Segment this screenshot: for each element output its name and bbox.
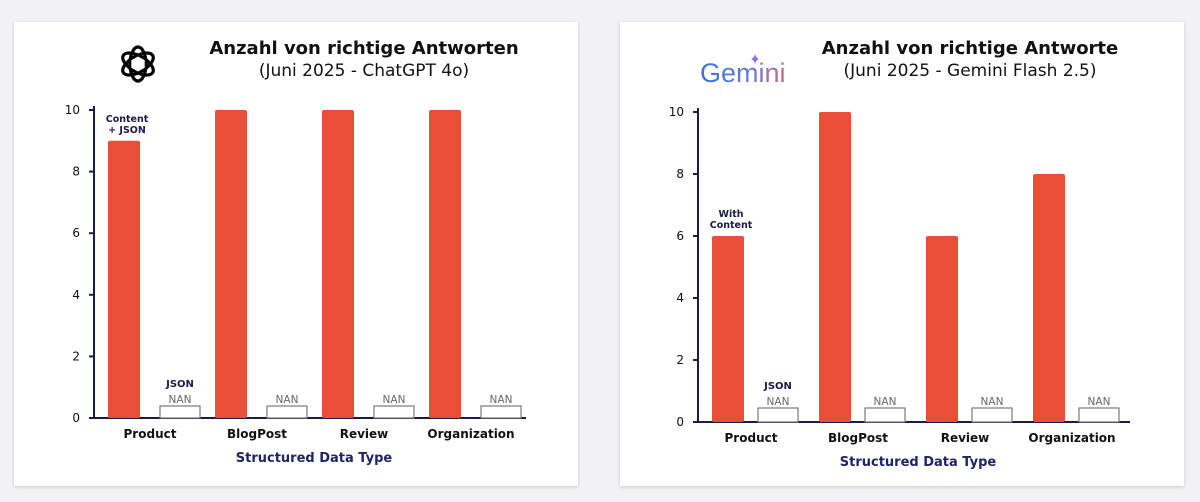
nan-label: NAN — [169, 394, 192, 406]
y-tick-label: 0 — [676, 415, 684, 429]
openai-logo-icon — [116, 42, 160, 86]
chart-panel-gemini: Gemini Anzahl von richtige Antworte (Jun… — [620, 22, 1184, 486]
nan-placeholder-box — [266, 405, 308, 419]
bar-product — [108, 140, 140, 419]
y-tick-label: 2 — [72, 349, 80, 363]
nan-label: NAN — [490, 394, 513, 406]
y-tick-label: 8 — [676, 167, 684, 181]
bar-blogpost — [215, 110, 247, 418]
y-tick-label: 6 — [72, 226, 80, 240]
y-tick-label: 4 — [72, 288, 80, 302]
chart-subtitle: (Juni 2025 - ChatGPT 4o) — [258, 61, 470, 81]
x-tick-label: Product — [725, 431, 778, 445]
nan-label: NAN — [383, 394, 406, 406]
y-tick-label: 8 — [72, 165, 80, 179]
x-axis-title: Structured Data Type — [840, 455, 997, 470]
y-tick-label: 2 — [676, 353, 684, 367]
gemini-logo-icon: Gemini — [698, 52, 792, 92]
chart-title-block: Anzahl von richtige Antworten (Juni 2025… — [164, 38, 564, 82]
nan-label: NAN — [981, 396, 1004, 408]
y-tick-label: 10 — [669, 105, 684, 119]
chart-title-block: Anzahl von richtige Antworte (Juni 2025 … — [770, 38, 1170, 82]
nan-placeholder-box — [373, 405, 415, 419]
x-tick-label: Organization — [1028, 431, 1115, 445]
x-tick-label: BlogPost — [828, 431, 888, 445]
y-tick-label: 0 — [72, 411, 80, 425]
bar-organization — [1033, 174, 1065, 422]
x-tick-label: BlogPost — [227, 427, 287, 441]
bar-chart-gemini: 0 2 4 6 8 10 NAN Product NAN BlogPost NAN Review NAN… — [669, 105, 1130, 470]
x-tick-label: Review — [941, 431, 990, 445]
bar-annotation: JSON — [165, 379, 194, 390]
bar-annotation: With — [718, 209, 743, 220]
nan-label: NAN — [1088, 396, 1111, 408]
nan-placeholder-box — [159, 405, 201, 419]
nan-placeholder-box — [864, 407, 906, 423]
bar-annotation: Content — [710, 220, 753, 231]
chart-panel-chatgpt: Anzahl von richtige Antworten (Juni 2025… — [14, 22, 578, 486]
nan-label: NAN — [874, 396, 897, 408]
y-tick-label: 10 — [65, 103, 80, 117]
bar-blogpost — [819, 112, 851, 422]
chart-title: Anzahl von richtige Antworten — [209, 38, 519, 59]
x-tick-label: Organization — [427, 427, 514, 441]
bar-review — [926, 236, 958, 422]
chart-title: Anzahl von richtige Antworte — [821, 38, 1119, 59]
bar-annotation: Content — [106, 114, 149, 125]
nan-placeholder-box — [1078, 407, 1120, 423]
gemini-logo-text: Gemini — [700, 58, 786, 88]
x-tick-label: Product — [124, 427, 177, 441]
y-tick-label: 4 — [676, 291, 684, 305]
chart-subtitle: (Juni 2025 - Gemini Flash 2.5) — [843, 61, 1097, 81]
bar-review — [322, 110, 354, 418]
bar-product — [712, 236, 744, 422]
nan-label: NAN — [276, 394, 299, 406]
x-tick-label: Review — [340, 427, 389, 441]
nan-placeholder-box — [480, 405, 522, 419]
nan-placeholder-box — [757, 407, 799, 423]
bar-organization — [429, 110, 461, 418]
bar-chart-chatgpt: 0 2 4 6 8 10 NAN Product NAN BlogPost NAN Review NAN… — [65, 103, 526, 466]
bar-annotation: + JSON — [108, 125, 146, 136]
nan-placeholder-box — [971, 407, 1013, 423]
x-axis-title: Structured Data Type — [236, 451, 393, 466]
bar-annotation: JSON — [763, 381, 792, 392]
nan-label: NAN — [767, 396, 790, 408]
y-tick-label: 6 — [676, 229, 684, 243]
